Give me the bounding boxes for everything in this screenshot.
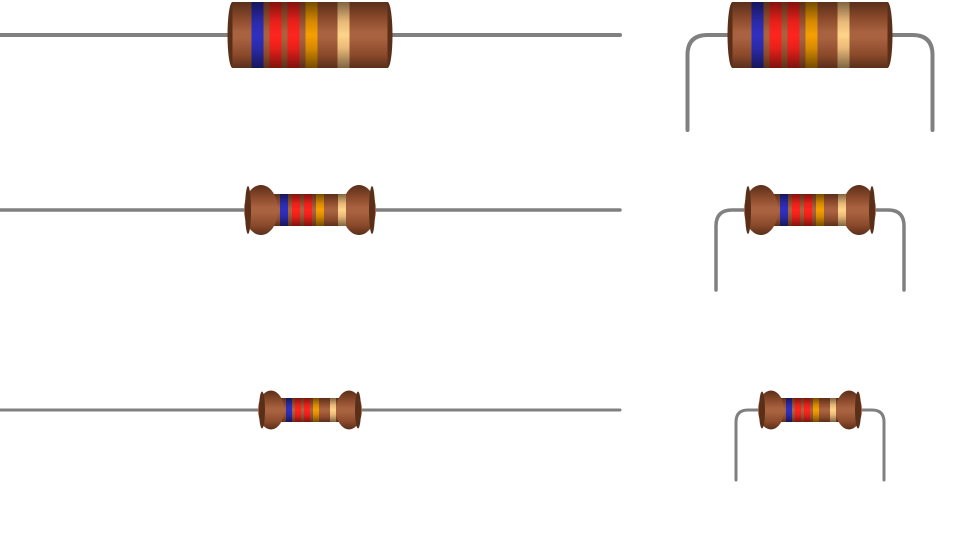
- r3-med-straight: [244, 185, 376, 235]
- color-band: [752, 2, 764, 68]
- r2-large-bent: [728, 2, 893, 68]
- color-band: [838, 194, 846, 226]
- resistor-diagram: [0, 0, 960, 543]
- color-band: [304, 398, 310, 422]
- lead-right-bent: [874, 210, 904, 290]
- r6-small-bent: [758, 391, 862, 430]
- color-band: [286, 398, 292, 422]
- color-band: [813, 398, 819, 422]
- color-band: [770, 2, 782, 68]
- color-band: [792, 194, 800, 226]
- color-band: [816, 194, 824, 226]
- color-band: [804, 398, 810, 422]
- lead-right-bent: [893, 35, 933, 130]
- color-band: [795, 398, 801, 422]
- color-band: [338, 194, 346, 226]
- color-band: [786, 398, 792, 422]
- color-band: [288, 2, 300, 68]
- lead-left-bent: [688, 35, 728, 130]
- color-band: [338, 2, 350, 68]
- r4-med-bent: [744, 185, 876, 235]
- lead-right-bent: [860, 410, 884, 480]
- color-band: [280, 194, 288, 226]
- color-band: [804, 194, 812, 226]
- color-band: [270, 2, 282, 68]
- color-band: [313, 398, 319, 422]
- color-band: [330, 398, 336, 422]
- color-band: [830, 398, 836, 422]
- color-band: [292, 194, 300, 226]
- color-band: [806, 2, 818, 68]
- lead-left-bent: [716, 210, 746, 290]
- color-band: [304, 194, 312, 226]
- lead-left-bent: [736, 410, 760, 480]
- r5-small-straight: [258, 391, 362, 430]
- color-band: [780, 194, 788, 226]
- color-band: [788, 2, 800, 68]
- color-band: [295, 398, 301, 422]
- r1-large-straight: [228, 2, 393, 68]
- color-band: [306, 2, 318, 68]
- color-band: [316, 194, 324, 226]
- color-band: [838, 2, 850, 68]
- color-band: [252, 2, 264, 68]
